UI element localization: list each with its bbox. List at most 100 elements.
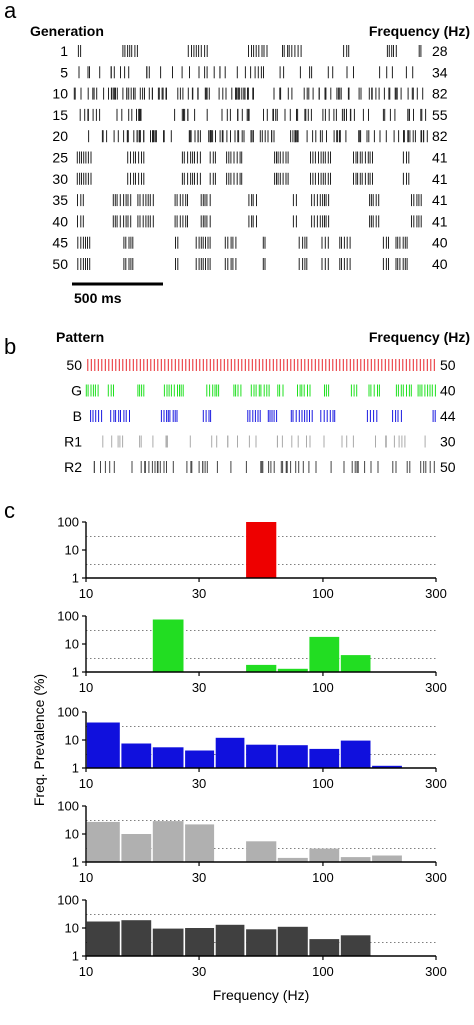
histogram-bar: [152, 619, 184, 672]
histogram-bar: [121, 920, 152, 956]
spike-train: [77, 236, 408, 249]
frequency-label: 41: [432, 213, 448, 229]
x-tick-label: 100: [312, 586, 334, 601]
frequency-label: 44: [440, 408, 456, 424]
pattern-label: R1: [64, 434, 82, 450]
histogram-bar: [277, 926, 308, 956]
y-tick-label: 1: [72, 571, 79, 586]
panel-b-left-header: Pattern: [56, 329, 104, 345]
x-tick-label: 100: [312, 870, 334, 885]
x-tick-label: 100: [312, 776, 334, 791]
x-tick-label: 10: [79, 870, 93, 885]
frequency-label: 41: [432, 192, 448, 208]
spike-train: [102, 435, 426, 448]
histogram-bar: [152, 747, 184, 768]
frequency-label: 40: [440, 383, 456, 399]
generation-label: 50: [52, 256, 68, 272]
spike-train: [93, 461, 435, 473]
histogram-bar: [121, 834, 152, 862]
generation-label: 40: [52, 213, 68, 229]
pattern-label: R2: [64, 459, 82, 475]
frequency-label: 50: [440, 357, 456, 373]
histogram-bar: [185, 824, 215, 862]
y-tick-label: 10: [65, 921, 79, 936]
spike-train: [88, 130, 428, 143]
spike-train: [77, 258, 408, 270]
y-tick-label: 1: [72, 761, 79, 776]
histogram-bar: [277, 857, 308, 862]
generation-label: 1: [60, 43, 68, 59]
y-tick-label: 1: [72, 665, 79, 680]
y-tick-label: 100: [57, 705, 79, 720]
histogram-bar: [152, 821, 184, 862]
histogram-bar: [152, 928, 184, 956]
histogram-bar: [309, 848, 340, 862]
generation-label: 30: [52, 171, 68, 187]
spike-train: [78, 66, 414, 79]
x-tick-label: 100: [312, 964, 334, 979]
frequency-label: 41: [432, 171, 448, 187]
y-tick-label: 100: [57, 893, 79, 908]
panel-a-raster: 1 28 5 34 10 82 15 55 20 82 25 41 30 41 35 41 40 41 45 40 50…: [52, 43, 447, 272]
x-tick-label: 30: [192, 586, 206, 601]
x-tick-label: 10: [79, 776, 93, 791]
x-tick-label: 100: [312, 680, 334, 695]
generation-label: 25: [52, 150, 68, 166]
frequency-label: 41: [432, 150, 448, 166]
histogram-bar: [86, 921, 120, 956]
panel-b-right-header: Frequency (Hz): [369, 329, 470, 345]
generation-label: 20: [52, 128, 68, 144]
histogram-bar: [121, 743, 152, 768]
x-tick-label: 30: [192, 870, 206, 885]
x-tick-label: 300: [425, 870, 447, 885]
panel-b-letter: b: [4, 334, 16, 359]
frequency-label: 55: [432, 107, 448, 123]
spike-train: [87, 359, 435, 371]
y-tick-label: 10: [65, 637, 79, 652]
generation-label: 5: [60, 64, 68, 80]
histogram-bar: [309, 636, 340, 672]
panel-a-letter: a: [4, 0, 17, 23]
histogram-bar: [309, 939, 340, 956]
histogram-bar: [340, 740, 371, 768]
y-tick-label: 100: [57, 515, 79, 530]
histogram-bar: [309, 748, 340, 768]
spike-train: [77, 45, 422, 57]
generation-label: 45: [52, 235, 68, 251]
histogram-bar: [215, 924, 245, 956]
y-tick-label: 100: [57, 609, 79, 624]
histogram-bar: [340, 935, 371, 956]
x-tick-label: 10: [79, 964, 93, 979]
y-tick-label: 10: [65, 733, 79, 748]
x-tick-label: 30: [192, 680, 206, 695]
histogram-bar: [86, 722, 120, 768]
spike-train: [77, 215, 422, 228]
generation-label: 10: [52, 86, 68, 102]
spike-train: [77, 194, 422, 207]
spike-train: [90, 410, 436, 422]
histogram-bar: [215, 737, 245, 768]
histogram-bar: [246, 744, 277, 768]
panel-a-left-header: Generation: [30, 23, 104, 39]
spike-train: [85, 384, 436, 397]
spike-train: [76, 172, 410, 185]
histogram-bar: [86, 821, 120, 862]
histogram-bar: [246, 841, 277, 862]
histogram-bar: [372, 855, 402, 862]
y-tick-label: 1: [72, 949, 79, 964]
histogram-bar: [277, 745, 308, 768]
frequency-label: 30: [440, 434, 456, 450]
x-tick-label: 10: [79, 680, 93, 695]
spike-train: [73, 87, 424, 100]
x-tick-label: 300: [425, 680, 447, 695]
x-tick-label: 300: [425, 964, 447, 979]
pattern-label: 50: [66, 357, 82, 373]
histogram-bar: [277, 668, 308, 672]
histogram-bar: [340, 655, 371, 672]
